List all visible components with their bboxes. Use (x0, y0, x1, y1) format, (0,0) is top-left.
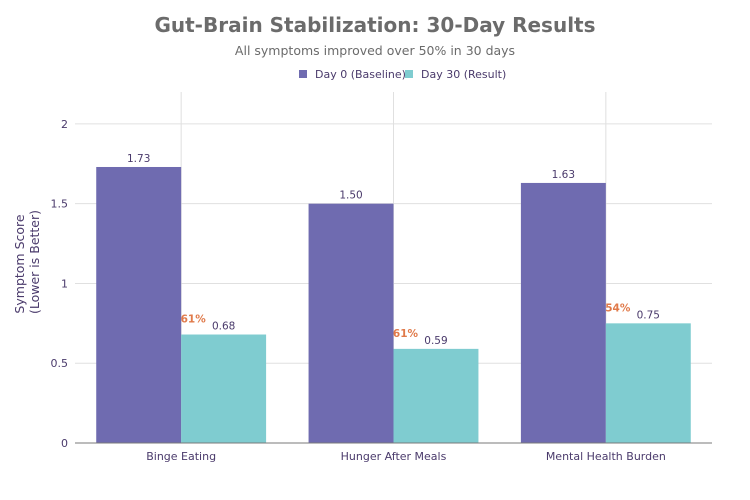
y-tick-label: 0 (61, 437, 68, 450)
y-axis-ticks: 0 0.5 1 1.5 2 (51, 118, 69, 450)
bar-value-label: 0.59 (424, 335, 447, 347)
y-axis-title: Symptom Score (Lower is Better) (12, 210, 42, 314)
improvement-label: 54% (605, 302, 631, 314)
y-tick-label: 2 (61, 118, 68, 131)
legend-label-result: Day 30 (Result) (421, 68, 506, 81)
chart-subtitle: All symptoms improved over 50% in 30 day… (235, 43, 515, 58)
y-tick-label: 1 (61, 277, 68, 290)
bar-value-label: 0.75 (637, 309, 660, 321)
legend-swatch-result (405, 70, 413, 78)
improvement-label: 61% (393, 328, 419, 340)
bar-value-label: 1.63 (552, 169, 575, 181)
chart-title: Gut-Brain Stabilization: 30-Day Results (154, 13, 595, 37)
bars (96, 166, 691, 443)
x-category-label: Hunger After Meals (341, 450, 447, 463)
legend-swatch-baseline (299, 70, 307, 78)
bar-baseline (308, 203, 394, 443)
y-axis-title-line-1: Symptom Score (12, 214, 27, 313)
x-category-label: Binge Eating (146, 450, 216, 463)
bar-value-label: 1.73 (127, 153, 150, 165)
legend: Day 0 (Baseline) Day 30 (Result) (299, 68, 506, 81)
data-labels: 1.73 0.68 61% 1.50 0.59 61% 1.63 0.75 54% (127, 153, 660, 347)
x-category-label: Mental Health Burden (546, 450, 666, 463)
y-tick-label: 1.5 (51, 198, 69, 211)
improvement-label: 61% (181, 314, 207, 326)
bar-value-label: 0.68 (212, 321, 235, 333)
bar-result (393, 348, 479, 443)
legend-label-baseline: Day 0 (Baseline) (315, 68, 406, 81)
x-axis-categories: Binge Eating Hunger After Meals Mental Hea… (146, 450, 666, 463)
bar-baseline (96, 166, 182, 443)
bar-result (605, 323, 691, 443)
bar-baseline (520, 182, 606, 443)
y-axis-title-line-2: (Lower is Better) (27, 210, 42, 314)
bar-result (181, 334, 267, 443)
y-tick-label: 0.5 (51, 357, 69, 370)
bar-value-label: 1.50 (339, 190, 362, 202)
